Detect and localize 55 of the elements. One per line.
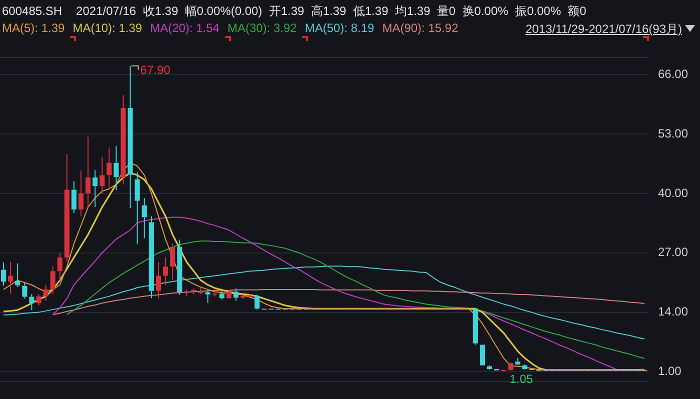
text: MA(5): 1.39	[2, 21, 65, 35]
candlestick	[78, 170, 84, 217]
candlestick	[36, 294, 42, 306]
candlestick	[120, 94, 126, 185]
candlestick	[128, 65, 133, 209]
candlestick	[106, 147, 112, 190]
chart-title: 600485.SH	[2, 4, 62, 18]
candlestick	[0, 262, 6, 286]
candlestick	[43, 284, 48, 302]
candlestick	[170, 243, 176, 281]
candlestick	[134, 172, 140, 245]
candlestick	[92, 170, 98, 208]
chart-subtitle: 2021/07/16 收1.39 幅0.00%(0.00) 开1.39 高1.39 低1.39 均1.39 量0 换0.00% 振0.00% 额0	[76, 4, 586, 18]
annotation: 67.90	[140, 63, 171, 78]
y-tick-label: 1.00	[658, 364, 682, 378]
candlestick	[508, 363, 514, 370]
candlestick	[86, 136, 91, 208]
candlestick	[254, 294, 260, 310]
candlestick	[198, 286, 204, 295]
candlestick	[29, 294, 34, 311]
text: MA(90): 15.92	[382, 21, 458, 35]
candlestick	[219, 290, 224, 300]
candlestick	[162, 256, 168, 286]
y-tick-label: 14.00	[658, 304, 688, 319]
candlestick	[57, 252, 62, 281]
candlestick	[114, 145, 119, 191]
candlestick	[191, 288, 196, 295]
text: MA(20): 1.54	[150, 21, 220, 35]
y-tick-label: 53.00	[658, 126, 688, 140]
candlestick	[22, 282, 28, 300]
candlestick	[212, 290, 218, 297]
candlestick	[71, 180, 76, 214]
candlestick	[15, 262, 20, 288]
candlestick	[64, 154, 70, 263]
candlestick	[8, 262, 14, 295]
candlestick	[472, 308, 478, 346]
candlestick	[142, 198, 147, 239]
text: MA(30): 3.92	[227, 21, 297, 35]
annotation: 1.05	[510, 372, 534, 386]
text: MA(50): 8.19	[304, 21, 374, 35]
candlestick	[100, 156, 105, 194]
candlestick	[184, 288, 190, 297]
candlestick	[156, 262, 162, 300]
y-tick-label: 66.00	[658, 66, 688, 81]
candlestick	[233, 288, 238, 302]
candlestick	[50, 266, 56, 295]
y-tick-label: 40.00	[658, 186, 688, 200]
text: MA(10): 1.39	[72, 21, 142, 35]
candlestick	[205, 290, 210, 304]
y-tick-label: 27.00	[658, 245, 688, 260]
text: 2013/11/29-2021/07/16(93月)	[525, 22, 682, 36]
candlestick	[226, 288, 232, 300]
candlestick	[515, 358, 520, 364]
candlestick	[148, 216, 154, 299]
candlestick	[177, 239, 182, 296]
